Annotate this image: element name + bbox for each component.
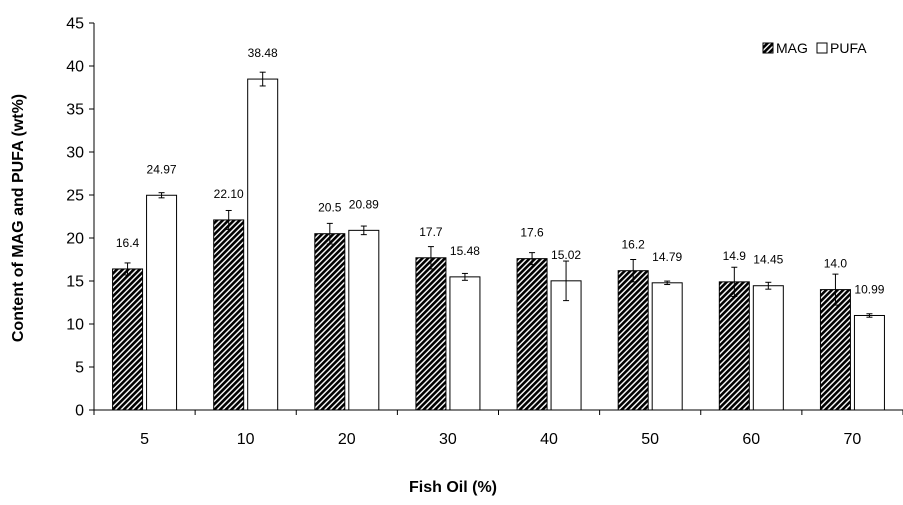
data-label-mag: 20.5 — [318, 201, 342, 215]
y-tick-label: 0 — [75, 403, 84, 420]
data-label-mag: 17.6 — [520, 226, 544, 240]
bar-pufa — [247, 78, 279, 411]
y-tick-label: 5 — [75, 360, 84, 377]
legend: MAG PUFA — [762, 40, 867, 56]
bar-pufa — [348, 229, 380, 411]
x-tick-label: 60 — [742, 431, 760, 448]
data-label-mag: 22.10 — [214, 187, 244, 201]
data-label-pufa: 38.48 — [248, 46, 278, 60]
bar-pufa — [853, 314, 885, 411]
y-tick-label: 25 — [66, 188, 84, 205]
y-tick-label: 15 — [66, 274, 84, 291]
x-tick-label: 40 — [540, 431, 558, 448]
data-label-mag: 16.2 — [622, 238, 646, 252]
y-axis-title: Content of MAG and PUFA (wt%) — [10, 94, 27, 342]
y-tick-label: 35 — [66, 102, 84, 119]
data-labels: 16.4 22.10 20.5 17.7 17.6 16.2 14.9 14.0 24.97 38… — [116, 46, 885, 296]
legend-label-pufa: PUFA — [830, 40, 867, 56]
x-axis-title: Fish Oil (%) — [409, 479, 497, 496]
bar-pufa — [146, 194, 178, 411]
data-label-pufa: 15.02 — [551, 248, 581, 262]
bar-pufa — [752, 285, 784, 411]
legend-label-mag: MAG — [776, 40, 808, 56]
bar-mag — [819, 289, 851, 411]
x-tick-label: 50 — [641, 431, 659, 448]
data-label-mag: 14.0 — [824, 257, 848, 271]
data-label-pufa: 14.79 — [652, 250, 682, 264]
x-tick-label: 5 — [140, 431, 149, 448]
axes: 0 5 10 15 20 25 30 35 40 45 5 10 20 30 40 50 60 70 — [66, 16, 903, 448]
x-tick-label: 20 — [338, 431, 356, 448]
x-tick-label: 70 — [844, 431, 862, 448]
data-label-pufa: 10.99 — [854, 282, 884, 296]
bar-mag — [415, 257, 447, 411]
y-tick-label: 45 — [66, 16, 84, 33]
y-tick-label: 20 — [66, 231, 84, 248]
bar-mag — [516, 258, 548, 411]
data-label-pufa: 15.48 — [450, 244, 480, 258]
x-tick-label: 30 — [439, 431, 457, 448]
bar-pufa — [449, 276, 481, 411]
data-label-pufa: 14.45 — [753, 253, 783, 267]
y-tick-label: 40 — [66, 59, 84, 76]
y-tick-label: 10 — [66, 317, 84, 334]
bar-mag — [213, 219, 245, 411]
legend-swatch-pufa — [816, 42, 828, 54]
bar-mag — [617, 270, 649, 411]
bar-mag — [314, 233, 346, 411]
x-tick-label: 10 — [237, 431, 255, 448]
y-tick-label: 30 — [66, 145, 84, 162]
bar-mag — [112, 268, 144, 411]
legend-swatch-mag — [762, 42, 774, 54]
data-label-mag: 16.4 — [116, 236, 140, 250]
error-bars — [124, 71, 873, 318]
bars — [112, 78, 885, 411]
bar-pufa — [550, 280, 582, 411]
data-label-pufa: 24.97 — [147, 162, 177, 176]
data-label-mag: 14.9 — [723, 249, 747, 263]
data-label-mag: 17.7 — [419, 225, 443, 239]
bar-mag — [718, 281, 750, 411]
bar-pufa — [651, 282, 683, 411]
data-label-pufa: 20.89 — [349, 197, 379, 211]
